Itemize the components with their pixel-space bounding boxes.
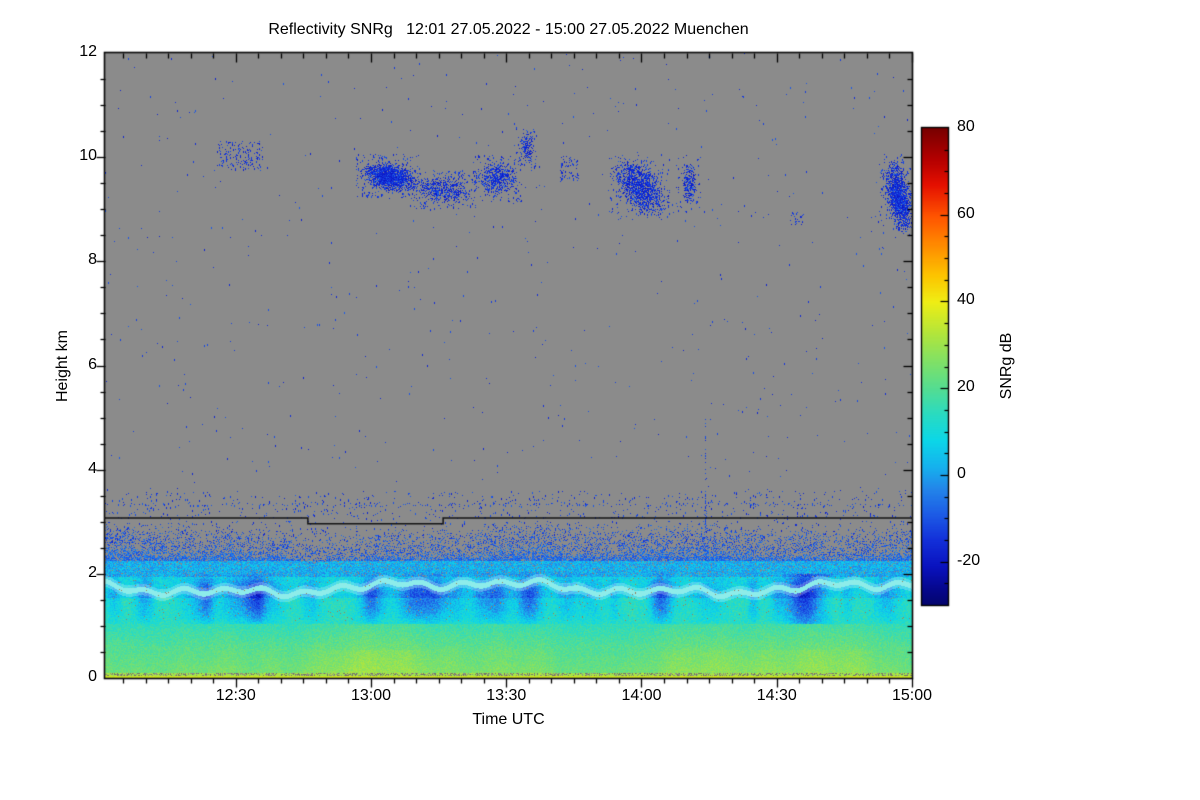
x-tick-label: 14:00 xyxy=(621,687,662,704)
y-tick-label: 2 xyxy=(88,563,97,581)
colorbar-tick-label: 0 xyxy=(957,465,966,482)
y-tick-label: 0 xyxy=(88,668,97,685)
y-tick-label: 6 xyxy=(88,355,97,373)
y-tick-label: 8 xyxy=(88,251,97,269)
y-tick-label: 10 xyxy=(79,147,97,165)
x-tick-label: 15:00 xyxy=(891,687,933,704)
y-tick-label: 12 xyxy=(79,43,97,60)
colorbar-tick-label: -20 xyxy=(957,552,981,569)
y-tick-label: 4 xyxy=(88,459,97,477)
x-tick-label: 14:30 xyxy=(756,687,797,704)
colorbar-tick-label: 40 xyxy=(957,291,975,308)
x-tick-label: 13:00 xyxy=(350,687,391,704)
chart-title: Reflectivity SNRg 12:01 27.05.2022 - 15:… xyxy=(268,21,749,38)
x-tick-label: 12:30 xyxy=(215,687,256,704)
x-axis-label: Time UTC xyxy=(472,711,545,728)
colorbar-tick-label: 20 xyxy=(957,378,975,395)
colorbar-tick-label: 60 xyxy=(957,205,975,222)
x-tick-label: 13:30 xyxy=(486,687,527,704)
colorbar-tick-label: 80 xyxy=(957,118,975,135)
